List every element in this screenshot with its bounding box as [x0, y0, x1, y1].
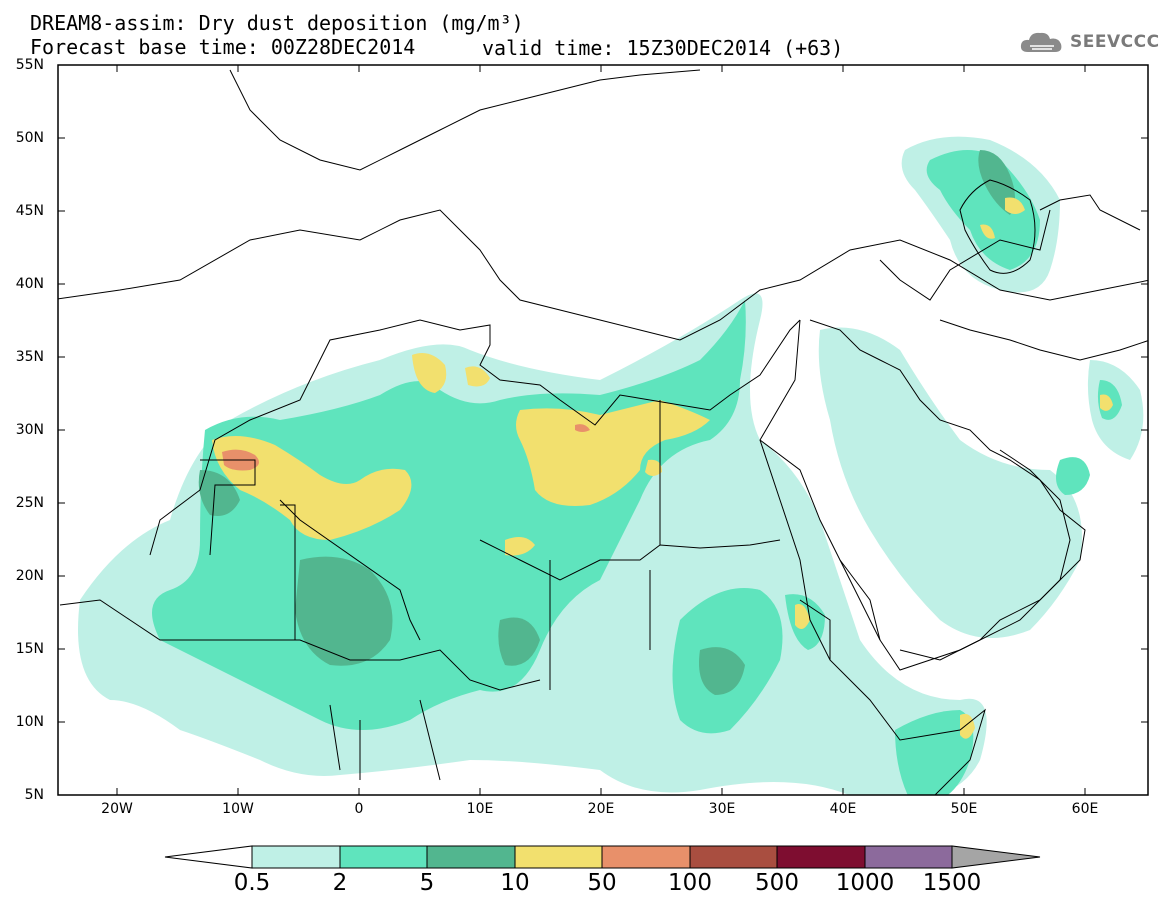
seevccc-logo: SEEVCCC [1018, 26, 1160, 58]
colorbar-label-4: 50 [587, 870, 617, 896]
colorbar-label-1: 2 [332, 870, 348, 896]
forecast-base-time: Forecast base time: 00Z28DEC2014 [30, 35, 416, 59]
lat-label-30n: 30N [15, 422, 44, 438]
lat-label-15n: 15N [15, 641, 44, 657]
lon-label-30e: 30E [708, 801, 736, 817]
map-title: DREAM8-assim: Dry dust deposition (mg/m³… [30, 11, 524, 35]
lon-label-50e: 50E [950, 801, 978, 817]
colorbar-label-8: 1500 [922, 870, 982, 896]
lon-label-60e: 60E [1071, 801, 1099, 817]
axis-ticks [58, 64, 1148, 796]
lat-label-10n: 10N [15, 714, 44, 730]
lon-label-40e: 40E [829, 801, 857, 817]
colorbar-label-3: 10 [500, 870, 530, 896]
colorbar-label-6: 500 [755, 870, 799, 896]
lat-label-25n: 25N [15, 495, 44, 511]
lat-label-50n: 50N [15, 130, 44, 146]
lon-label-10e: 10E [466, 801, 494, 817]
logo-text: SEEVCCC [1070, 32, 1160, 52]
lat-label-35n: 35N [15, 349, 44, 365]
valid-time: valid time: 15Z30DEC2014 (+63) [482, 36, 844, 60]
colorbar-label-7: 1000 [835, 870, 895, 896]
colorbar-label-5: 100 [668, 870, 712, 896]
colorbar-label-0: 0.5 [233, 870, 271, 896]
lat-label-40n: 40N [15, 276, 44, 292]
lon-label-10w: 10W [222, 801, 254, 817]
lon-label-0: 0 [354, 801, 364, 817]
lon-label-20w: 20W [101, 801, 133, 817]
cloud-icon [1020, 32, 1062, 52]
colorbar-label-2: 5 [419, 870, 435, 896]
dust-field [78, 136, 1144, 795]
lat-label-55n: 55N [15, 57, 44, 73]
lat-label-20n: 20N [15, 568, 44, 584]
lon-label-20e: 20E [587, 801, 615, 817]
lat-label-45n: 45N [15, 203, 44, 219]
country-borders [58, 69, 1148, 795]
lat-label-5n: 5N [24, 787, 44, 803]
